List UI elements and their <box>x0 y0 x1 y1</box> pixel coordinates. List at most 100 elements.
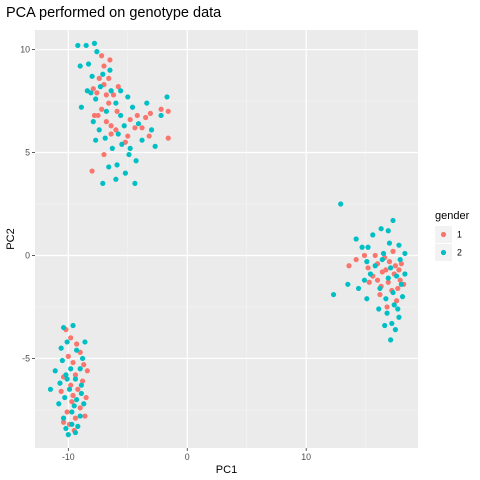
data-point-gender-2 <box>377 285 383 292</box>
data-point-gender-1 <box>115 84 121 90</box>
data-point-gender-2 <box>91 40 98 46</box>
data-point-gender-2 <box>345 281 351 287</box>
data-point-gender-2 <box>77 366 83 372</box>
data-point-gender-2 <box>395 306 401 312</box>
data-point-gender-1 <box>386 259 393 265</box>
data-point-gender-2 <box>388 337 394 343</box>
data-point-gender-2 <box>64 376 70 382</box>
data-point-gender-2 <box>390 289 396 296</box>
data-point-gender-2 <box>382 322 388 329</box>
x-tick-label: 0 <box>185 452 190 462</box>
x-axis-title: PC1 <box>216 464 237 476</box>
legend-label-1: 1 <box>457 230 462 240</box>
x-tick-label: 10 <box>301 452 311 462</box>
data-point-gender-2 <box>367 271 374 277</box>
data-point-gender-2 <box>52 368 58 374</box>
legend-title: gender <box>435 210 470 222</box>
y-tick-label: 0 <box>25 250 30 260</box>
data-point-gender-2 <box>365 244 371 250</box>
data-point-gender-1 <box>361 252 368 259</box>
data-point-gender-2 <box>108 88 114 94</box>
data-point-gender-2 <box>77 413 83 419</box>
data-point-gender-2 <box>355 285 362 292</box>
data-point-gender-1 <box>108 131 114 137</box>
data-point-gender-2 <box>69 421 75 427</box>
data-point-gender-1 <box>143 114 149 121</box>
data-point-gender-1 <box>95 112 101 119</box>
data-point-gender-2 <box>83 42 89 49</box>
data-point-gender-1 <box>165 135 171 141</box>
data-point-gender-1 <box>395 285 401 292</box>
data-point-gender-2 <box>100 71 106 77</box>
data-point-gender-2 <box>330 291 337 298</box>
data-point-gender-1 <box>346 263 352 269</box>
data-point-gender-1 <box>147 110 153 116</box>
data-point-gender-2 <box>56 401 62 407</box>
data-point-gender-1 <box>365 265 371 271</box>
data-point-gender-2 <box>90 119 96 125</box>
data-point-gender-2 <box>63 372 69 378</box>
legend-swatch-2 <box>440 249 447 256</box>
data-point-gender-2 <box>79 355 86 362</box>
data-point-gender-1 <box>377 291 383 298</box>
data-point-gender-2 <box>364 296 370 302</box>
data-point-gender-2 <box>103 108 109 114</box>
data-point-gender-2 <box>70 322 76 329</box>
data-point-gender-2 <box>118 112 124 119</box>
data-point-gender-1 <box>165 108 171 114</box>
data-point-gender-2 <box>132 180 138 187</box>
data-point-gender-2 <box>129 104 136 110</box>
data-point-gender-1 <box>70 359 76 366</box>
data-point-gender-2 <box>119 141 125 147</box>
data-point-gender-1 <box>84 368 90 374</box>
data-point-gender-1 <box>96 75 102 81</box>
data-point-gender-2 <box>78 390 84 397</box>
data-point-gender-1 <box>353 256 359 263</box>
data-point-gender-2 <box>391 302 397 308</box>
data-point-gender-1 <box>75 386 81 392</box>
data-point-gender-2 <box>121 123 127 129</box>
data-point-gender-2 <box>97 84 104 90</box>
data-point-gender-2 <box>72 376 79 382</box>
data-point-gender-2 <box>139 137 145 143</box>
chart-title: PCA performed on genotype data <box>6 5 222 21</box>
y-tick-label: 5 <box>25 148 30 158</box>
data-point-gender-2 <box>71 403 77 409</box>
data-point-gender-1 <box>82 413 88 419</box>
data-point-gender-2 <box>397 256 403 263</box>
data-point-gender-2 <box>388 265 394 271</box>
data-point-gender-1 <box>132 125 138 131</box>
data-point-gender-2 <box>135 121 142 127</box>
data-point-gender-2 <box>65 432 71 438</box>
data-point-gender-1 <box>68 382 74 388</box>
data-point-gender-1 <box>58 388 64 394</box>
data-point-gender-2 <box>75 42 81 49</box>
data-points <box>47 40 408 438</box>
data-point-gender-2 <box>361 277 368 283</box>
data-point-gender-1 <box>146 133 152 139</box>
data-point-gender-2 <box>66 386 73 392</box>
data-point-gender-1 <box>94 90 100 96</box>
data-point-gender-1 <box>106 75 112 81</box>
data-point-gender-1 <box>397 277 403 283</box>
data-point-gender-2 <box>390 217 396 224</box>
data-point-gender-1 <box>70 392 76 399</box>
data-point-gender-1 <box>398 261 404 267</box>
data-point-gender-2 <box>74 347 80 353</box>
data-point-gender-2 <box>127 145 133 151</box>
data-point-gender-2 <box>78 104 84 110</box>
legend: gender 1 2 <box>435 210 470 261</box>
data-point-gender-2 <box>63 425 69 432</box>
data-point-gender-2 <box>82 339 88 345</box>
data-point-gender-1 <box>99 106 105 112</box>
data-point-gender-1 <box>83 394 89 401</box>
data-point-gender-2 <box>379 256 385 263</box>
data-point-gender-2 <box>164 94 170 100</box>
grid-lines <box>35 30 418 448</box>
data-point-gender-1 <box>69 399 75 405</box>
data-point-gender-2 <box>372 263 378 269</box>
data-point-gender-2 <box>109 145 115 151</box>
legend-swatch-1 <box>440 231 447 238</box>
data-point-gender-1 <box>68 335 74 341</box>
data-point-gender-2 <box>57 380 63 386</box>
